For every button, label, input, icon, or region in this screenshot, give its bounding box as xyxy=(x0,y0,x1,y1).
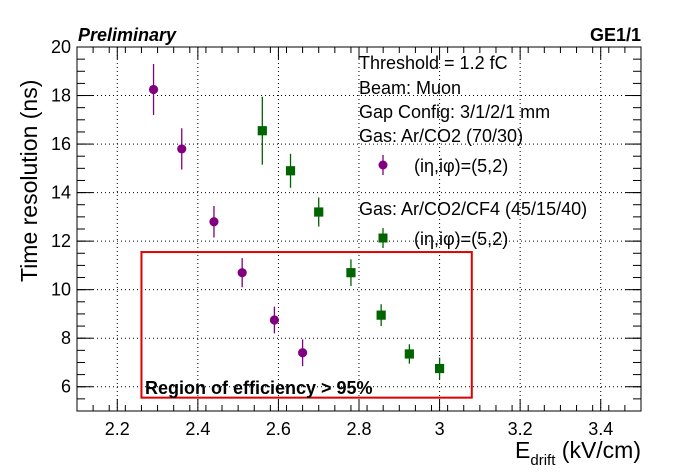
series-1 xyxy=(148,63,308,367)
x-tick-label: 2.8 xyxy=(346,419,371,439)
axis-ticks xyxy=(76,46,642,412)
data-point xyxy=(269,315,279,325)
preliminary-label: Preliminary xyxy=(78,25,177,45)
y-axis-title: Time resolution (ns) xyxy=(16,80,42,282)
legend-marker-series-1 xyxy=(378,155,388,175)
region-label: Region of efficiency > 95% xyxy=(145,378,373,398)
y-tick-label: 10 xyxy=(51,280,71,300)
x-tick-label: 2.4 xyxy=(185,419,210,439)
x-axis-title: Edrift (kV/cm) xyxy=(515,437,641,469)
data-points xyxy=(148,63,445,380)
series-2 xyxy=(257,96,445,380)
x-tick-label: 3.4 xyxy=(588,419,613,439)
data-point xyxy=(404,349,414,359)
x-tick-label: 3 xyxy=(435,419,445,439)
data-point xyxy=(376,310,386,320)
info-threshold: Threshold = 1.2 fC xyxy=(359,53,508,73)
efficiency-region xyxy=(140,251,473,399)
info-gap-config: Gap Config: 3/1/2/1 mm xyxy=(359,102,550,122)
y-tick-label: 18 xyxy=(51,86,71,106)
x-tick-label: 3.2 xyxy=(508,419,533,439)
legend-label-series-1: (iη,iφ)=(5,2) xyxy=(414,156,508,176)
data-point xyxy=(285,166,296,176)
data-point xyxy=(237,268,247,278)
x-tick-label: 2.2 xyxy=(105,419,130,439)
y-tick-label: 12 xyxy=(51,231,71,251)
efficiency-region-box xyxy=(140,251,473,399)
y-tick-label: 20 xyxy=(51,37,71,57)
data-point xyxy=(177,144,187,154)
legend: Threshold = 1.2 fC Beam: Muon Gap Config… xyxy=(359,53,587,249)
data-point xyxy=(298,348,308,358)
detector-label: GE1/1 xyxy=(590,25,641,45)
y-tick-label: 14 xyxy=(51,183,71,203)
data-point xyxy=(346,268,356,278)
x-tick-label: 2.6 xyxy=(266,419,291,439)
x-axis-title-sub: drift xyxy=(530,452,556,469)
info-beam: Beam: Muon xyxy=(359,78,461,98)
x-axis-title-main: E xyxy=(515,437,530,463)
legend-gas-1: Gas: Ar/CO2 (70/30) xyxy=(359,126,523,146)
y-tick-label: 8 xyxy=(61,328,71,348)
data-point xyxy=(209,217,219,227)
axis-tick-labels: 2.2 2.4 2.6 2.8 3 3.2 3.4 6 8 10 12 14 16 18 20 xyxy=(51,37,613,439)
y-tick-label: 16 xyxy=(51,134,71,154)
data-point xyxy=(314,207,324,217)
y-tick-label: 6 xyxy=(61,377,71,397)
grid-lines xyxy=(77,47,641,411)
legend-marker-series-2 xyxy=(378,228,388,248)
data-point xyxy=(257,126,267,136)
data-point xyxy=(148,84,159,95)
legend-gas-2: Gas: Ar/CO2/CF4 (45/15/40) xyxy=(359,199,587,219)
legend-label-series-2: (iη,iφ)=(5,2) xyxy=(414,229,508,249)
x-axis-title-unit: (kV/cm) xyxy=(555,437,641,463)
data-point xyxy=(434,363,445,374)
